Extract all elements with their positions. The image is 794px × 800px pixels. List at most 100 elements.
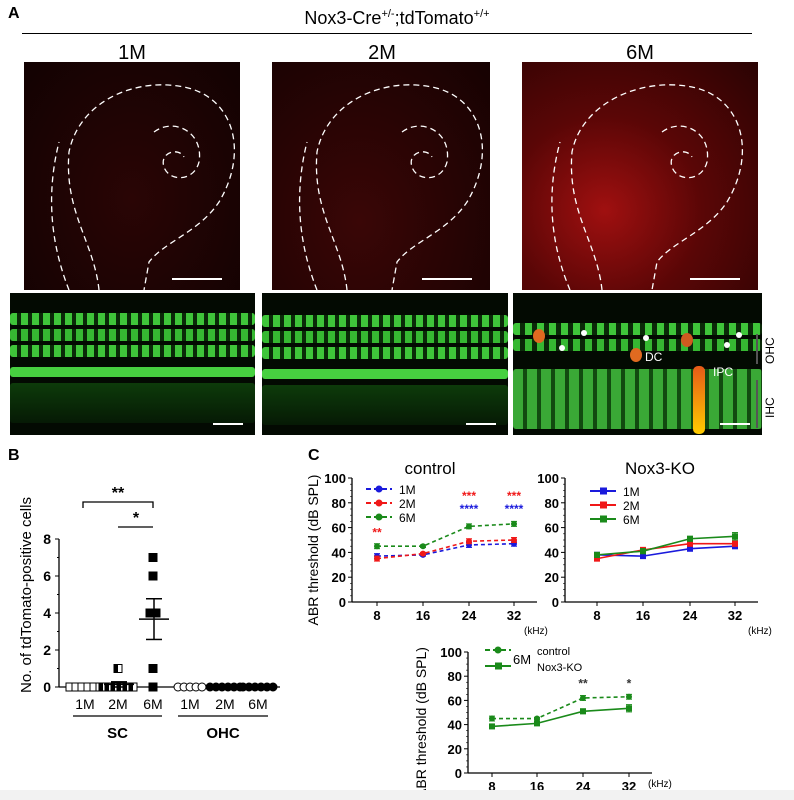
x-tick-label: 6M bbox=[143, 696, 162, 712]
scale-bar bbox=[422, 278, 472, 280]
data-point bbox=[374, 555, 380, 562]
data-point-half bbox=[206, 683, 210, 691]
y-tick-label: 60 bbox=[448, 693, 462, 708]
ohc-row bbox=[262, 331, 508, 343]
significance-label: **** bbox=[505, 502, 524, 516]
series-2m bbox=[374, 537, 517, 562]
x-tick-label: 2M bbox=[215, 696, 234, 712]
chart-title: control bbox=[404, 459, 455, 478]
data-point bbox=[511, 537, 517, 543]
legend-group-label: 6M bbox=[513, 652, 531, 667]
legend-marker bbox=[375, 513, 383, 521]
significance-bracket bbox=[82, 501, 154, 508]
legend-label: control bbox=[537, 646, 570, 658]
column-label-1m: 1M bbox=[118, 42, 146, 64]
legend-marker bbox=[495, 662, 502, 670]
line-chart-control: 0 20 40 60 80 100 8 16 24 32(kHz) ABR threshold (d… bbox=[305, 459, 548, 637]
data-point bbox=[148, 571, 158, 581]
significance-label: *** bbox=[462, 489, 476, 503]
x-tick-label: 6M bbox=[248, 696, 267, 712]
y-tick-label: 100 bbox=[324, 471, 346, 486]
panel-a-letter: A bbox=[8, 5, 20, 22]
cochlea-outline bbox=[551, 84, 743, 290]
series-nox3-ko bbox=[489, 704, 632, 730]
x-tick-label: 8 bbox=[373, 608, 380, 623]
scale-bar bbox=[213, 423, 243, 425]
ohc-row bbox=[513, 323, 762, 335]
data-point-half bbox=[99, 683, 103, 691]
y-tick-label: 100 bbox=[537, 471, 559, 486]
data-point bbox=[732, 540, 738, 547]
data-point bbox=[626, 693, 632, 700]
legend-marker bbox=[375, 499, 383, 507]
data-point bbox=[148, 682, 158, 692]
cochlea-outline bbox=[298, 84, 483, 290]
data-point bbox=[534, 720, 540, 727]
x-axis-unit: (kHz) bbox=[524, 626, 548, 637]
significance-label: ** bbox=[112, 485, 125, 502]
group-label: OHC bbox=[206, 725, 240, 742]
series-line bbox=[596, 542, 735, 560]
group-label: SC bbox=[107, 725, 128, 742]
x-tick-label: 16 bbox=[416, 608, 430, 623]
legend-label: 1M bbox=[623, 485, 640, 499]
legend-marker bbox=[375, 485, 383, 493]
legend-label: 2M bbox=[399, 497, 416, 511]
data-point bbox=[640, 553, 646, 560]
y-tick-label: 8 bbox=[43, 531, 51, 547]
data-point bbox=[489, 723, 495, 730]
title-divider bbox=[22, 33, 752, 34]
y-tick-label: 100 bbox=[440, 645, 462, 660]
y-tick-label: 0 bbox=[339, 595, 346, 610]
series-control bbox=[489, 693, 632, 722]
legend-label: Nox3-KO bbox=[537, 662, 583, 674]
y-tick-label: 20 bbox=[545, 570, 559, 585]
x-tick-label: 24 bbox=[462, 608, 477, 623]
scatter-chart-b: 0 2 4 6 8 No. of tdTomato-positive cells 1M 2M 6… bbox=[18, 485, 280, 742]
data-point bbox=[489, 715, 495, 722]
cochlea-outline bbox=[50, 84, 235, 290]
series-line bbox=[377, 523, 515, 548]
ohc-row bbox=[10, 345, 255, 357]
missing-ohc-dot bbox=[559, 345, 565, 351]
y-tick-label: 80 bbox=[545, 496, 559, 511]
x-tick-label: 8 bbox=[593, 608, 600, 623]
series-line bbox=[491, 707, 630, 728]
y-tick-label: 20 bbox=[332, 570, 346, 585]
ipc-label: IPC bbox=[713, 365, 734, 379]
significance-label: * bbox=[133, 510, 140, 527]
y-tick-label: 60 bbox=[545, 521, 559, 536]
data-point bbox=[594, 551, 600, 558]
legend-label: 6M bbox=[399, 511, 416, 525]
panel-a-title: Nox3-Cre+/-;tdTomato+/+ bbox=[0, 8, 794, 29]
y-tick-label: 40 bbox=[545, 545, 559, 560]
data-point bbox=[511, 520, 517, 527]
series-line bbox=[492, 695, 630, 720]
legend-marker bbox=[600, 501, 607, 509]
ihc-bracket bbox=[756, 380, 758, 428]
x-axis-unit: (kHz) bbox=[748, 626, 772, 637]
series-6m bbox=[594, 532, 738, 558]
panel-b-letter: B bbox=[8, 447, 20, 464]
y-tick-label: 0 bbox=[455, 766, 462, 781]
ohc-row bbox=[262, 315, 508, 327]
series-line bbox=[596, 535, 736, 556]
data-point bbox=[466, 538, 472, 545]
tissue-background bbox=[262, 385, 508, 425]
scale-bar bbox=[172, 278, 222, 280]
tissue-background bbox=[10, 383, 255, 423]
cochlea-image-2m bbox=[272, 62, 490, 290]
cochlea-image-1m bbox=[24, 62, 240, 290]
data-point-half bbox=[105, 683, 109, 691]
ohc-row bbox=[10, 329, 255, 341]
data-point bbox=[580, 694, 586, 701]
cochlea-image-6m bbox=[522, 62, 758, 290]
data-point-half bbox=[230, 683, 234, 691]
data-point bbox=[626, 705, 632, 712]
ihc-row bbox=[262, 369, 508, 379]
y-tick-label: 80 bbox=[332, 496, 346, 511]
dc-label: DC bbox=[645, 350, 663, 364]
